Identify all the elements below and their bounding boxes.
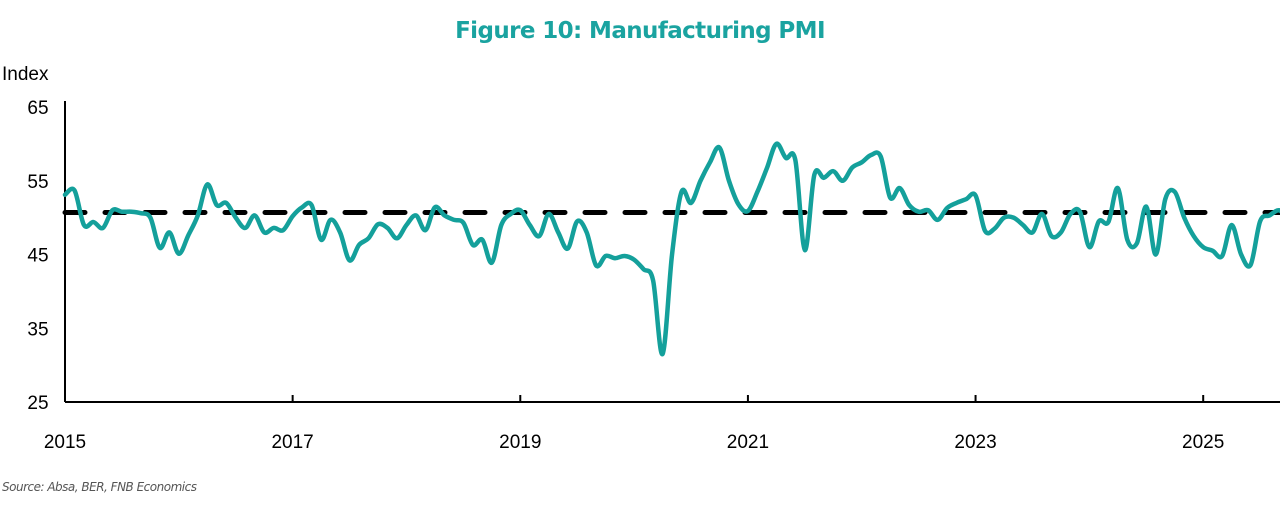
chart-title: Figure 10: Manufacturing PMI: [455, 18, 825, 44]
tick-labels: 25 35 45 55 65 2015 2017 2019 2021 2023 2025: [27, 98, 1224, 453]
x-tick-label: 2017: [271, 432, 313, 453]
y-tick-label: 45: [27, 246, 48, 267]
y-axis-label: Index: [2, 64, 49, 85]
source-note: Source: Absa, BER, FNB Economics: [2, 480, 197, 494]
x-tick-label: 2025: [1182, 432, 1224, 453]
x-tick-label: 2019: [499, 432, 541, 453]
x-tick-label: 2023: [954, 432, 996, 453]
y-tick-label: 65: [27, 98, 48, 119]
y-tick-label: 55: [27, 172, 48, 193]
x-tick-label: 2015: [44, 432, 86, 453]
series-group: [62, 141, 1280, 357]
axes: [64, 101, 1280, 403]
pmi-series-line: [62, 141, 1280, 357]
y-tick-label: 25: [27, 393, 48, 414]
y-tick-label: 35: [27, 319, 48, 340]
x-tick-label: 2021: [727, 432, 769, 453]
